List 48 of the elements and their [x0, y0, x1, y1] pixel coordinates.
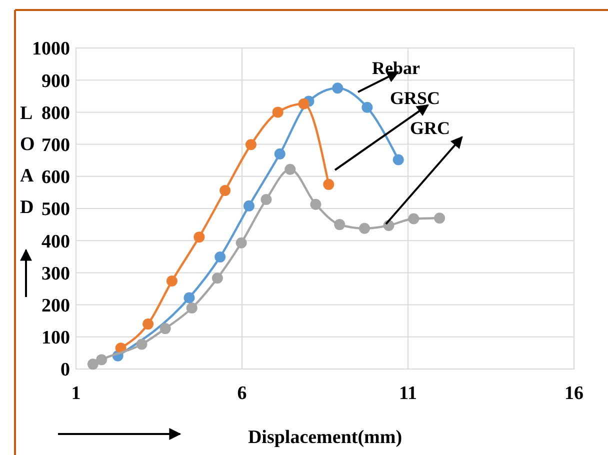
y-tick-label: 100: [42, 328, 70, 349]
point: [323, 178, 334, 190]
point: [160, 323, 171, 334]
point: [184, 292, 195, 304]
point: [142, 318, 154, 330]
x-tick-label: 11: [399, 383, 417, 404]
point: [87, 358, 98, 370]
point: [284, 164, 296, 175]
point: [274, 148, 286, 160]
point: [408, 213, 420, 224]
point: [334, 219, 346, 230]
point: [362, 102, 373, 113]
x-tick-label: 16: [564, 383, 584, 404]
text: GRC: [410, 118, 450, 138]
text: GRSC: [390, 88, 440, 108]
point: [310, 198, 322, 210]
point: [298, 98, 310, 110]
y-tick-label: 800: [42, 102, 70, 124]
point: [236, 237, 247, 248]
point: [359, 222, 370, 234]
point: [260, 194, 272, 206]
point: [272, 106, 284, 118]
x-tick-label: 6: [237, 383, 247, 404]
point: [214, 251, 226, 262]
point: [212, 272, 223, 284]
point: [434, 212, 446, 224]
point: [392, 154, 404, 166]
y-axis-title: LOAD: [20, 102, 35, 218]
y-tick-label: 400: [42, 231, 70, 252]
point: [220, 185, 231, 196]
y-tick-label: 300: [42, 263, 70, 284]
y-tick-label: 600: [42, 167, 70, 188]
point: [243, 200, 254, 212]
x-tick-label: 1: [71, 383, 81, 404]
point: [245, 139, 256, 150]
y-tick-label: 700: [42, 134, 70, 156]
point: [166, 276, 178, 287]
y-tick-label: 0: [60, 360, 70, 381]
y-tick-label: 500: [42, 199, 70, 220]
point: [96, 354, 108, 366]
point: [186, 302, 198, 314]
point: [332, 82, 344, 94]
point: [136, 338, 148, 350]
y-tick-label: 200: [42, 295, 70, 316]
point: [194, 232, 205, 243]
x-axis-title: Displacement(mm): [248, 427, 402, 448]
y-tick-label: 1000: [32, 38, 70, 60]
y-tick-label: 900: [42, 70, 70, 92]
